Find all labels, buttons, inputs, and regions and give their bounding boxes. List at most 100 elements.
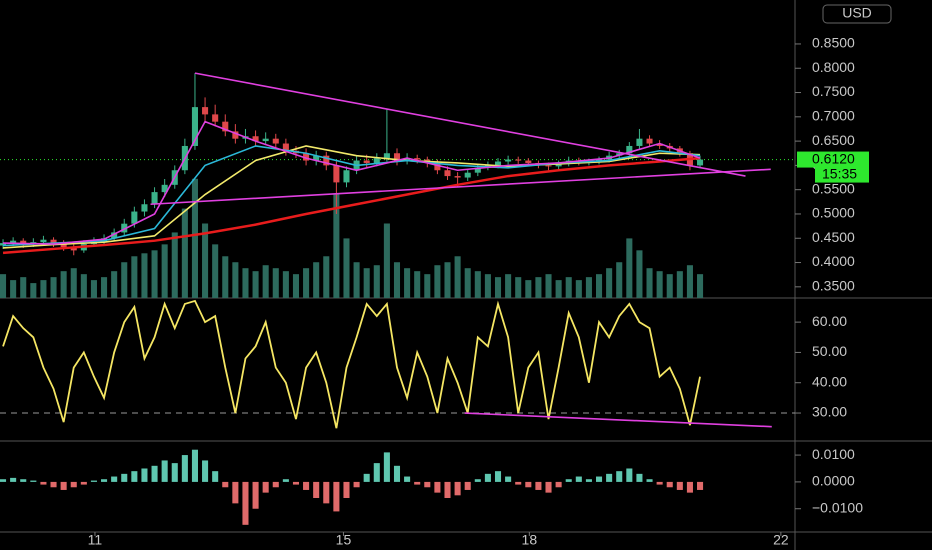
volume-bar [50, 277, 57, 298]
histogram-bar [505, 476, 512, 482]
histogram-bar [303, 481, 310, 490]
y-tick-label: 0.6500 [812, 132, 855, 148]
volume-bar [171, 232, 178, 298]
volume-bar [111, 271, 118, 298]
volume-bar [474, 271, 481, 298]
histogram-bar [101, 479, 108, 482]
histogram-bar [525, 481, 532, 488]
histogram-bar [545, 481, 552, 493]
volume-bar [60, 271, 67, 298]
volume-bar [262, 265, 269, 298]
histogram-bar [656, 481, 663, 485]
histogram-bar [141, 468, 148, 482]
candle-body [393, 153, 401, 161]
candle-body [222, 121, 229, 132]
y-tick-label: 0.0100 [812, 446, 855, 462]
candle-body [555, 163, 562, 167]
histogram-bar [383, 452, 390, 482]
histogram-bar [70, 481, 77, 488]
histogram-bar [10, 477, 17, 482]
y-tick-label: 30.00 [812, 404, 847, 420]
volume-bar [393, 262, 401, 298]
volume-bar [242, 268, 249, 298]
trendline [194, 72, 746, 177]
volume-bar [333, 193, 340, 298]
histogram-bar [30, 480, 37, 482]
x-tick-label: 15 [336, 532, 352, 548]
y-tick-label: 0.3500 [812, 278, 855, 294]
volume-bar [636, 250, 643, 298]
histogram-bar [373, 463, 380, 482]
histogram-bar [606, 473, 613, 482]
histogram-bar [333, 481, 340, 512]
candle-body [50, 239, 57, 244]
histogram-bar [474, 479, 481, 482]
histogram-bar [0, 479, 7, 482]
candle-body [202, 107, 209, 115]
volume-bar [313, 262, 320, 298]
volume-bar [444, 262, 451, 298]
volume-bar [80, 274, 87, 298]
histogram-bar [212, 471, 219, 482]
volume-bar [545, 274, 552, 298]
candle-body [444, 170, 451, 177]
volume-bar [272, 268, 279, 298]
histogram-bar [424, 481, 431, 488]
candle-body [525, 160, 532, 163]
candle-body [646, 138, 653, 144]
volume-bar [585, 277, 592, 298]
y-tick-label: 0.4000 [812, 253, 855, 269]
volume-bar [70, 268, 77, 298]
trendline [150, 168, 771, 206]
volume-bar [505, 274, 512, 298]
histogram-bar [464, 481, 471, 490]
volume-bar [363, 268, 370, 298]
volume-bar [494, 277, 502, 298]
y-tick-label: 60.00 [812, 313, 847, 329]
candle-body [343, 170, 350, 183]
volume-bar [20, 277, 27, 298]
volume-bar [131, 256, 138, 298]
y-tick-label: 0.0000 [812, 473, 855, 489]
volume-bar [343, 238, 350, 298]
moving-average [3, 120, 701, 245]
currency-box[interactable] [822, 4, 892, 24]
volume-bar [10, 280, 17, 298]
histogram-bar [272, 481, 279, 488]
candle-body [191, 107, 198, 146]
candle-body [252, 136, 259, 142]
y-tick-label: 0.5500 [812, 180, 855, 196]
candle-body [313, 155, 320, 161]
histogram-bar [161, 460, 168, 482]
trendline [464, 412, 772, 428]
histogram-bar [232, 481, 239, 504]
candle-body [383, 153, 390, 159]
histogram-bar [343, 481, 350, 498]
volume-bar [697, 274, 704, 298]
candle-body [494, 161, 502, 166]
y-tick-label: 0.8000 [812, 59, 855, 75]
histogram-bar [202, 460, 209, 482]
volume-bar [292, 274, 300, 298]
histogram-bar [595, 476, 603, 482]
histogram-bar [686, 481, 693, 493]
histogram-bar [393, 465, 401, 482]
volume-bar [676, 271, 683, 298]
volume-bar [373, 265, 380, 298]
x-tick-label: 22 [773, 532, 789, 548]
volume-bar [484, 274, 491, 298]
currency[interactable]: USD [842, 5, 872, 21]
rsi-line [2, 299, 701, 429]
histogram-bar [80, 481, 87, 485]
histogram-bar [111, 476, 118, 482]
candle-body [40, 239, 47, 243]
candle-body [505, 159, 512, 162]
histogram-bar [252, 481, 259, 509]
histogram-bar [575, 476, 582, 482]
candle-body [404, 158, 411, 161]
histogram-bar [494, 471, 502, 482]
candle-body [656, 143, 663, 146]
y-tick-label: 0.4500 [812, 229, 855, 245]
volume-bar [232, 262, 239, 298]
